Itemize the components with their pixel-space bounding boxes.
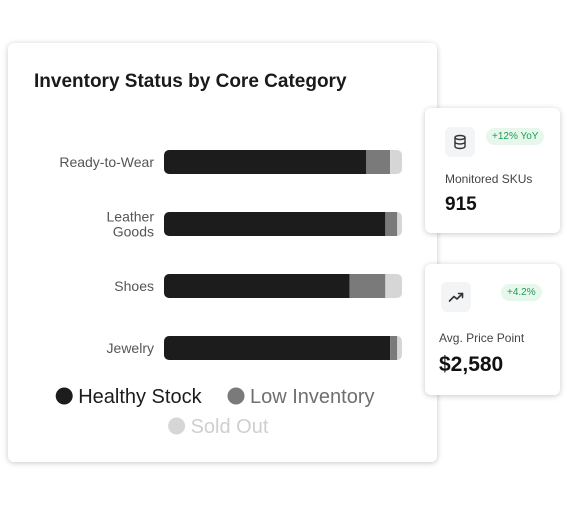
bar-segment-sold-out-leather-goods[interactable] [397,212,402,236]
stat-card-avg-price: +4.2% Avg. Price Point $2,580 [425,264,560,395]
bar-segment-low-inventory-leather-goods[interactable] [385,212,398,236]
growth-badge: +4.2% [501,284,542,301]
stacked-bar-chart: Ready-to-Wear Leather Goods Shoes Jewelry Hea… [55,150,402,438]
category-label-ready-to-wear: Ready-to-Wear [59,154,154,170]
category-label-jewelry: Jewelry [107,340,154,356]
trending-up-icon [441,282,471,312]
growth-badge: +12% YoY [486,128,545,145]
bar-segment-healthy-stock-jewelry[interactable] [164,336,391,360]
stat-value: 915 [445,194,477,215]
bar-shoes [164,274,402,298]
bar-segment-healthy-stock-ready-to-wear[interactable] [164,150,367,174]
inventory-chart-card: Inventory Status by Core Category Ready-… [8,43,437,462]
legend-swatch [227,387,245,405]
bar-ready-to-wear [164,150,402,174]
stat-label: Monitored SKUs [445,172,533,186]
legend-item-low-inventory[interactable]: Low Inventory [227,386,375,408]
stat-card-monitored-skus: +12% YoY Monitored SKUs 915 [425,108,560,233]
category-label-leather-goods: Leather Goods [107,209,155,240]
legend-swatch [168,417,186,435]
bar-segment-healthy-stock-shoes[interactable] [164,274,350,298]
legend-swatch [55,387,73,405]
bar-segment-sold-out-ready-to-wear[interactable] [390,150,402,174]
legend-item-sold-out[interactable]: Sold Out [168,416,269,438]
bar-segment-low-inventory-jewelry[interactable] [390,336,398,360]
legend-label: Low Inventory [250,386,375,408]
bar-jewelry [164,336,402,360]
stat-label: Avg. Price Point [439,331,525,345]
bar-segment-low-inventory-shoes[interactable] [349,274,386,298]
bar-segment-healthy-stock-leather-goods[interactable] [164,212,386,236]
category-label-shoes: Shoes [114,278,154,294]
stat-value: $2,580 [439,353,504,376]
bar-segment-sold-out-jewelry[interactable] [397,336,402,360]
legend-label: Sold Out [191,416,269,438]
legend-label: Healthy Stock [78,386,202,408]
database-icon [445,127,475,157]
chart-title: Inventory Status by Core Category [34,71,347,92]
bar-leather-goods [164,212,402,236]
legend-item-healthy-stock[interactable]: Healthy Stock [55,386,203,408]
bar-segment-sold-out-shoes[interactable] [385,274,402,298]
bar-segment-low-inventory-ready-to-wear[interactable] [366,150,391,174]
